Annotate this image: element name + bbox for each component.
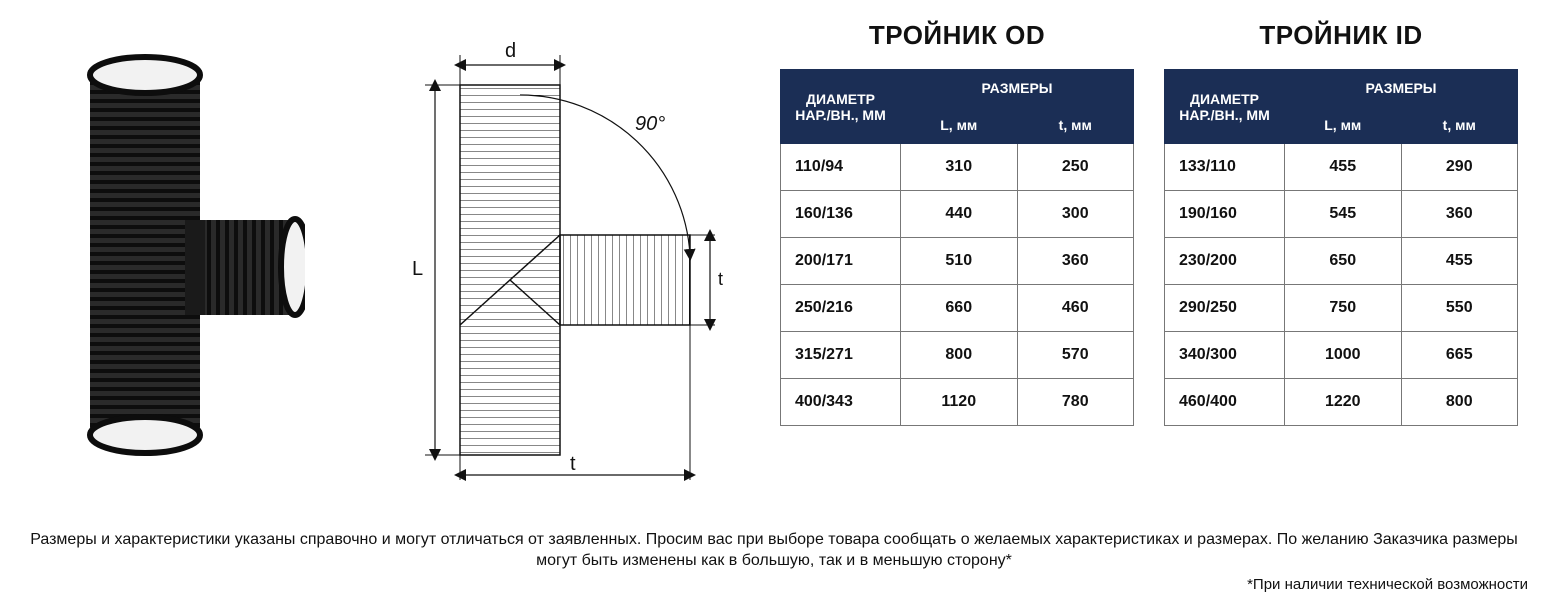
table-od: ТРОЙНИК OD ДИАМЕТР НАР./ВН., ММ РАЗМЕРЫ … [780, 20, 1134, 426]
table-cell: 360 [1401, 191, 1518, 238]
table-row: 400/3431120780 [781, 379, 1134, 426]
table-cell: 250 [1017, 144, 1134, 191]
table-cell: 310 [901, 144, 1017, 191]
tee-photo-svg [45, 45, 305, 465]
table-cell: 440 [901, 191, 1017, 238]
table-row: 340/3001000665 [1165, 332, 1518, 379]
th-sizes: РАЗМЕРЫ [1285, 70, 1518, 107]
tbody-od: 110/94310250160/136440300200/17151036025… [781, 144, 1134, 426]
table-cell: 750 [1285, 285, 1401, 332]
table-cell: 650 [1285, 238, 1401, 285]
table-cell: 780 [1017, 379, 1134, 426]
table-cell: 290 [1401, 144, 1518, 191]
angle-label: 90° [635, 113, 665, 135]
table-cell: 460 [1017, 285, 1134, 332]
table-cell: 250/216 [781, 285, 901, 332]
table-cell: 340/300 [1165, 332, 1285, 379]
table-cell: 360 [1017, 238, 1134, 285]
table-row: 315/271800570 [781, 332, 1134, 379]
t-right-label: t [718, 269, 723, 289]
table-cell: 300 [1017, 191, 1134, 238]
table-cell: 660 [901, 285, 1017, 332]
th-L: L, мм [901, 107, 1017, 144]
table-cell: 570 [1017, 332, 1134, 379]
table-cell: 133/110 [1165, 144, 1285, 191]
table-id-grid: ДИАМЕТР НАР./ВН., ММ РАЗМЕРЫ L, мм t, мм… [1164, 69, 1518, 426]
table-cell: 550 [1401, 285, 1518, 332]
table-cell: 160/136 [781, 191, 901, 238]
table-cell: 110/94 [781, 144, 901, 191]
table-id: ТРОЙНИК ID ДИАМЕТР НАР./ВН., ММ РАЗМЕРЫ … [1164, 20, 1518, 426]
product-photo [30, 20, 320, 490]
diagram-svg: 90° d L t t [360, 25, 740, 485]
table-row: 190/160545360 [1165, 191, 1518, 238]
footer: Размеры и характеристики указаны справоч… [0, 529, 1548, 593]
table-cell: 800 [901, 332, 1017, 379]
tables-area: ТРОЙНИК OD ДИАМЕТР НАР./ВН., ММ РАЗМЕРЫ … [780, 20, 1518, 426]
table-row: 110/94310250 [781, 144, 1134, 191]
table-cell: 230/200 [1165, 238, 1285, 285]
th-diam: ДИАМЕТР НАР./ВН., ММ [1165, 70, 1285, 144]
table-od-grid: ДИАМЕТР НАР./ВН., ММ РАЗМЕРЫ L, мм t, мм… [780, 69, 1134, 426]
table-cell: 200/171 [781, 238, 901, 285]
table-cell: 510 [901, 238, 1017, 285]
table-cell: 400/343 [781, 379, 901, 426]
t-bottom-label: t [570, 453, 576, 475]
table-cell: 460/400 [1165, 379, 1285, 426]
th-sizes: РАЗМЕРЫ [901, 70, 1134, 107]
table-cell: 455 [1401, 238, 1518, 285]
table-row: 160/136440300 [781, 191, 1134, 238]
table-id-title: ТРОЙНИК ID [1164, 20, 1518, 51]
table-row: 200/171510360 [781, 238, 1134, 285]
L-label: L [412, 258, 423, 280]
table-row: 250/216660460 [781, 285, 1134, 332]
table-cell: 1120 [901, 379, 1017, 426]
table-row: 133/110455290 [1165, 144, 1518, 191]
footer-main: Размеры и характеристики указаны справоч… [20, 529, 1528, 572]
tech-diagram: 90° d L t t [355, 20, 745, 490]
table-cell: 315/271 [781, 332, 901, 379]
table-cell: 190/160 [1165, 191, 1285, 238]
footer-note: *При наличии технической возможности [20, 576, 1528, 593]
th-diam: ДИАМЕТР НАР./ВН., ММ [781, 70, 901, 144]
table-row: 460/4001220800 [1165, 379, 1518, 426]
table-cell: 545 [1285, 191, 1401, 238]
main-layout: 90° d L t t ТРОЙНИК OD [0, 0, 1548, 490]
th-t: t, мм [1017, 107, 1134, 144]
table-od-title: ТРОЙНИК OD [780, 20, 1134, 51]
table-row: 290/250750550 [1165, 285, 1518, 332]
table-cell: 1220 [1285, 379, 1401, 426]
table-cell: 665 [1401, 332, 1518, 379]
table-cell: 290/250 [1165, 285, 1285, 332]
table-cell: 800 [1401, 379, 1518, 426]
table-cell: 455 [1285, 144, 1401, 191]
table-row: 230/200650455 [1165, 238, 1518, 285]
tbody-id: 133/110455290190/160545360230/2006504552… [1165, 144, 1518, 426]
table-cell: 1000 [1285, 332, 1401, 379]
d-label: d [505, 40, 516, 62]
th-L: L, мм [1285, 107, 1401, 144]
th-t: t, мм [1401, 107, 1518, 144]
